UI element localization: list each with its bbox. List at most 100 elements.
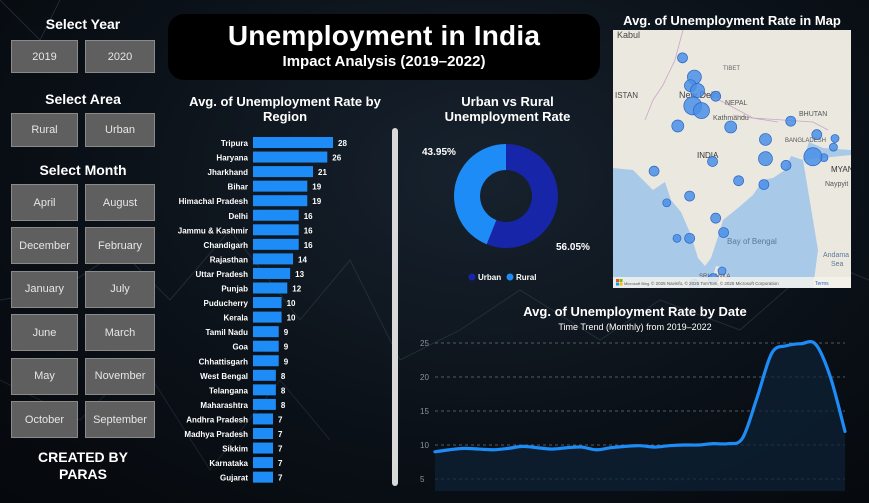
map-bubble[interactable] <box>733 175 744 187</box>
map-bubble[interactable] <box>811 129 823 140</box>
donut-slice-urban[interactable] <box>486 144 558 248</box>
month-january-button[interactable]: January <box>11 270 78 308</box>
area-rural-button[interactable]: Rural <box>11 113 78 147</box>
region-bar[interactable] <box>253 340 279 352</box>
map-bubble[interactable] <box>758 151 773 166</box>
region-bar[interactable] <box>253 442 273 454</box>
map-bubble[interactable] <box>648 165 660 177</box>
map-bubble[interactable] <box>780 160 792 171</box>
month-april-button[interactable]: April <box>11 184 78 221</box>
region-bar[interactable] <box>253 180 308 192</box>
year-2020-button[interactable]: 2020 <box>85 40 155 73</box>
legend-rural-label: Rural <box>516 273 536 282</box>
region-value-label: 7 <box>278 445 283 454</box>
year-2019-button[interactable]: 2019 <box>11 40 78 73</box>
region-bar[interactable] <box>253 267 291 279</box>
map-bubble[interactable] <box>684 232 695 244</box>
map-place-label: Bay of Bengal <box>727 237 777 246</box>
map-bubble[interactable] <box>662 198 672 208</box>
month-august-button[interactable]: August <box>85 184 155 221</box>
region-label: Sikkim <box>222 445 248 454</box>
india-map[interactable]: Kabul TIBET ISTAN New Delhi NEPAL Kathmandu BH… <box>613 30 851 288</box>
region-value-label: 7 <box>278 459 283 468</box>
region-bar[interactable] <box>253 224 299 236</box>
map-bubble[interactable] <box>690 83 705 98</box>
month-march-button[interactable]: March <box>85 314 155 352</box>
region-chart-title: Avg. of Unemployment Rate by Region <box>189 94 381 124</box>
month-june-button[interactable]: June <box>11 314 78 352</box>
month-may-button[interactable]: May <box>11 357 78 395</box>
region-bar[interactable] <box>253 384 276 396</box>
region-bar[interactable] <box>253 471 273 483</box>
y-tick-label: 15 <box>420 407 429 416</box>
map-bubble[interactable] <box>724 120 738 134</box>
region-bar[interactable] <box>253 137 333 148</box>
region-bar[interactable] <box>253 209 299 221</box>
map-bubble[interactable] <box>710 212 722 224</box>
map-bubble[interactable] <box>693 102 710 119</box>
map-bubble[interactable] <box>707 156 718 167</box>
map-bubble[interactable] <box>785 115 797 127</box>
region-bar[interactable] <box>253 238 299 250</box>
region-value-label: 9 <box>284 357 289 366</box>
map-bubble[interactable] <box>830 134 840 143</box>
map-place-label: Kabul <box>617 30 640 40</box>
month-september-button[interactable]: September <box>85 401 155 438</box>
region-bar[interactable] <box>253 428 273 439</box>
region-value-label: 10 <box>287 299 296 308</box>
map-place-label: INDIA <box>697 151 719 160</box>
map-bubble[interactable] <box>829 142 838 152</box>
region-label: Uttar Pradesh <box>196 270 249 279</box>
map-title: Avg. of Unemployment Rate in Map <box>623 13 841 28</box>
map-bubble[interactable] <box>803 147 823 167</box>
region-bar[interactable] <box>253 151 328 163</box>
map-attribution: © 2025 Navinfo, © 2025 TomTom, © 2025 Mi… <box>651 280 779 286</box>
region-bar[interactable] <box>253 398 276 410</box>
map-place-label: MYANM <box>831 165 851 174</box>
area-urban-button[interactable]: Urban <box>85 113 155 147</box>
map-bubble[interactable] <box>717 266 727 276</box>
region-bar[interactable] <box>253 369 276 381</box>
region-bar[interactable] <box>253 355 279 367</box>
map-place-label: TIBET <box>723 66 740 72</box>
map-bubble[interactable] <box>677 52 688 64</box>
region-label: Gujarat <box>220 474 248 483</box>
map-bubble[interactable] <box>759 133 772 146</box>
month-december-button[interactable]: December <box>11 227 78 265</box>
month-july-button[interactable]: July <box>85 270 155 308</box>
region-label: Andhra Pradesh <box>186 415 248 424</box>
donut-chart-title: Urban vs Rural Unemployment Rate <box>444 94 571 124</box>
region-bar[interactable] <box>253 195 308 207</box>
map-place-label: Sea <box>831 261 844 268</box>
month-october-button[interactable]: October <box>11 401 78 438</box>
region-value-label: 9 <box>284 343 289 352</box>
region-bar[interactable] <box>253 253 293 265</box>
region-bar[interactable] <box>253 166 313 178</box>
month-november-button[interactable]: November <box>85 357 155 395</box>
region-bar[interactable] <box>253 297 282 309</box>
map-bubble[interactable] <box>758 179 770 190</box>
chart-scrollbar[interactable] <box>392 128 398 486</box>
region-label: Jharkhand <box>208 168 249 177</box>
map-bubble[interactable] <box>710 90 722 102</box>
page-title: Unemployment in India <box>227 20 541 51</box>
month-february-button[interactable]: February <box>85 227 155 265</box>
region-label: Chandigarh <box>204 241 249 250</box>
trend-line[interactable] <box>433 340 847 454</box>
select-year-label: Select Year <box>45 16 121 32</box>
region-value-label: 13 <box>295 270 304 279</box>
region-label: Himachal Pradesh <box>179 197 248 206</box>
map-place-label: Naypyit <box>825 181 848 188</box>
region-bar[interactable] <box>253 457 273 469</box>
map-bubble[interactable] <box>672 233 682 243</box>
region-bar[interactable] <box>253 326 279 338</box>
map-terms-link[interactable]: Terms <box>815 281 829 287</box>
region-bar[interactable] <box>253 282 288 294</box>
map-bubble[interactable] <box>718 227 729 238</box>
map-bubble[interactable] <box>671 119 685 133</box>
map-bubble[interactable] <box>684 190 695 202</box>
region-bar[interactable] <box>253 413 273 425</box>
donut-slice-rural[interactable] <box>453 144 506 245</box>
region-bar[interactable] <box>253 311 282 323</box>
